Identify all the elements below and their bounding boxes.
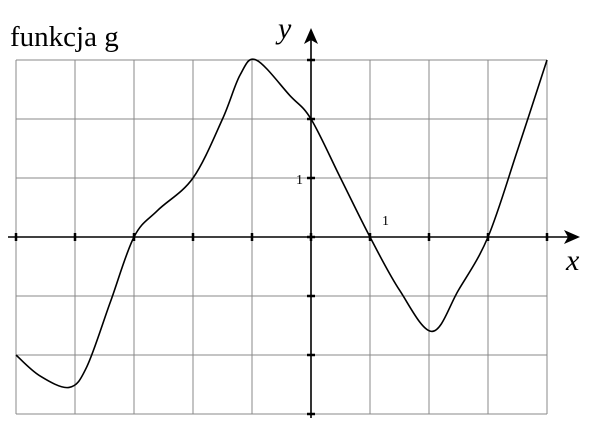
marks [14, 58, 549, 416]
y-arrow [304, 28, 318, 44]
x-arrow [564, 230, 580, 244]
chart-title: funkcja g [10, 21, 119, 53]
x-axis-label: x [565, 244, 580, 277]
y-tick-label: 1 [296, 173, 303, 188]
x-tick-label: 1 [382, 214, 389, 229]
curve [15, 58, 548, 389]
y-axis-label: y [275, 12, 292, 45]
